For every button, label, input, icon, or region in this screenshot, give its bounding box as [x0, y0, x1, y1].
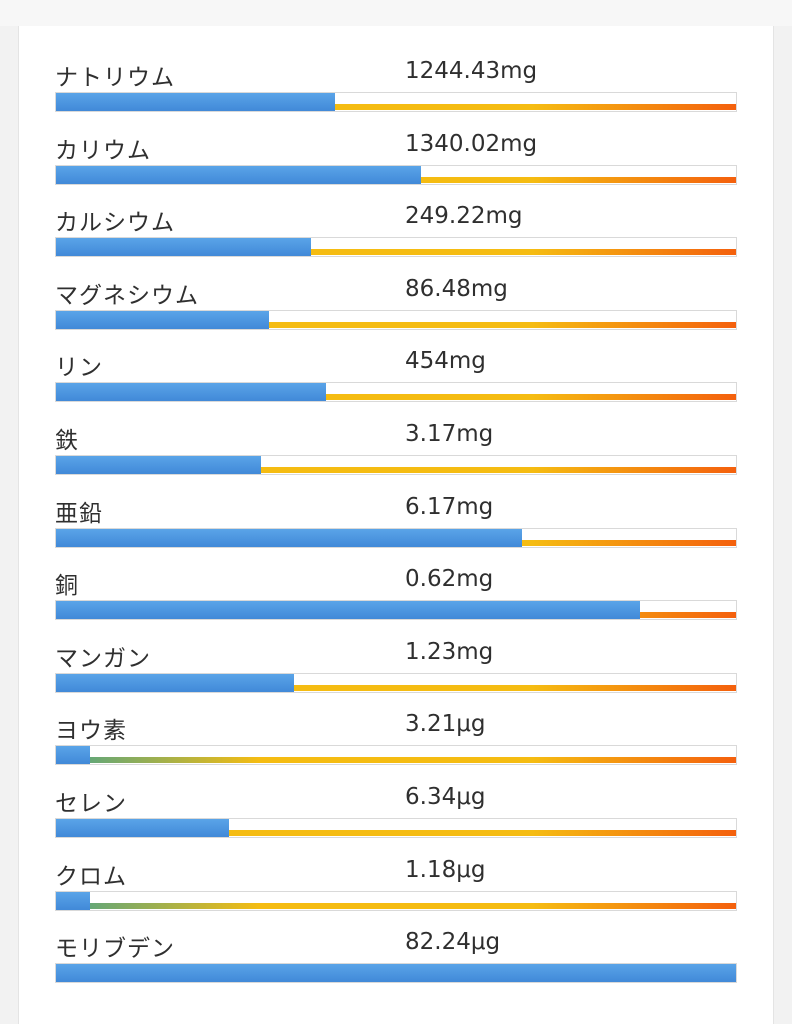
nutrient-value: 1340.02mg	[405, 130, 538, 157]
reference-gradient-line	[56, 394, 736, 401]
intake-bar-fill	[56, 964, 736, 983]
nutrient-value: 6.34μg	[405, 784, 486, 810]
nutrient-value: 86.48mg	[405, 275, 508, 302]
intake-bar	[55, 455, 737, 475]
intake-bar-fill	[56, 383, 326, 402]
intake-bar	[55, 600, 737, 621]
nutrient-row: マグネシウム 86.48mg	[55, 276, 737, 348]
intake-bar	[55, 309, 737, 330]
nutrient-row: ナトリウム 1244.43mg	[55, 58, 737, 130]
nutrient-row: カルシウム 249.22mg	[55, 203, 737, 275]
reference-gradient-line	[56, 684, 736, 691]
nutrient-name: カルシウム	[55, 210, 175, 237]
nutrient-row: セレン 6.34μg	[55, 784, 737, 856]
intake-bar-fill	[56, 601, 640, 620]
nutrient-value: 1.18μg	[405, 856, 486, 883]
nutrient-row: 鉄 3.17mg	[55, 421, 737, 493]
nutrient-value: 82.24μg	[405, 929, 501, 956]
reference-gradient-line	[56, 902, 736, 909]
intake-bar-fill	[56, 819, 229, 837]
intake-bar-fill	[56, 456, 261, 474]
nutrient-value: 1244.43mg	[405, 58, 538, 84]
reference-gradient-line	[56, 104, 736, 110]
nutrient-card: ナトリウム 1244.43mg カリウム 1340.02mg カルシウム 249.22mg…	[18, 26, 774, 1024]
nutrient-value: 3.17mg	[405, 421, 494, 447]
intake-bar	[55, 818, 737, 838]
intake-bar-fill	[56, 746, 90, 765]
intake-bar	[55, 92, 737, 112]
nutrient-name: モリブデン	[55, 936, 175, 963]
intake-bar-fill	[56, 238, 311, 257]
intake-bar	[55, 527, 737, 548]
intake-bar	[55, 164, 737, 185]
nutrient-value: 249.22mg	[405, 203, 523, 230]
nutrient-name: ヨウ素	[55, 718, 127, 745]
nutrient-name: カリウム	[55, 137, 151, 164]
intake-bar	[55, 237, 737, 258]
nutrient-name: マグネシウム	[55, 282, 199, 309]
nutrient-name: 亜鉛	[55, 500, 103, 527]
intake-bar-fill	[56, 528, 522, 547]
nutrient-row: カリウム 1340.02mg	[55, 131, 737, 203]
nutrient-row: クロム 1.18μg	[55, 857, 737, 929]
intake-bar	[55, 890, 737, 911]
nutrient-value: 6.17mg	[405, 493, 494, 520]
nutrient-name: クロム	[55, 863, 127, 890]
nutrient-row: マンガン 1.23mg	[55, 639, 737, 711]
top-strip	[0, 0, 792, 26]
reference-gradient-line	[56, 467, 736, 473]
reference-gradient-line	[56, 830, 736, 836]
nutrient-name: 鉄	[55, 428, 79, 454]
intake-bar-fill	[56, 93, 335, 111]
nutrient-name: マンガン	[55, 645, 151, 672]
nutrient-value: 3.21μg	[405, 711, 486, 738]
nutrient-row: モリブデン 82.24μg	[55, 929, 737, 1001]
nutrient-value: 1.23mg	[405, 638, 494, 665]
nutrient-row: 亜鉛 6.17mg	[55, 494, 737, 566]
intake-bar-fill	[56, 673, 294, 692]
intake-bar	[55, 382, 737, 403]
nutrient-name: リン	[55, 355, 103, 382]
nutrient-row: ヨウ素 3.21μg	[55, 711, 737, 783]
intake-bar-fill	[56, 165, 421, 184]
intake-bar-fill	[56, 310, 269, 329]
intake-bar	[55, 745, 737, 766]
intake-bar-fill	[56, 891, 90, 910]
intake-bar	[55, 963, 737, 984]
nutrient-row: 銅 0.62mg	[55, 566, 737, 638]
nutrient-name: セレン	[55, 791, 127, 817]
nutrient-value: 0.62mg	[405, 566, 494, 593]
nutrient-value: 454mg	[405, 348, 486, 375]
nutrient-name: 銅	[55, 573, 79, 600]
reference-gradient-line	[56, 249, 736, 256]
reference-gradient-line	[56, 321, 736, 328]
reference-gradient-line	[56, 757, 736, 764]
intake-bar	[55, 672, 737, 693]
nutrient-name: ナトリウム	[55, 65, 175, 91]
nutrient-row: リン 454mg	[55, 348, 737, 420]
